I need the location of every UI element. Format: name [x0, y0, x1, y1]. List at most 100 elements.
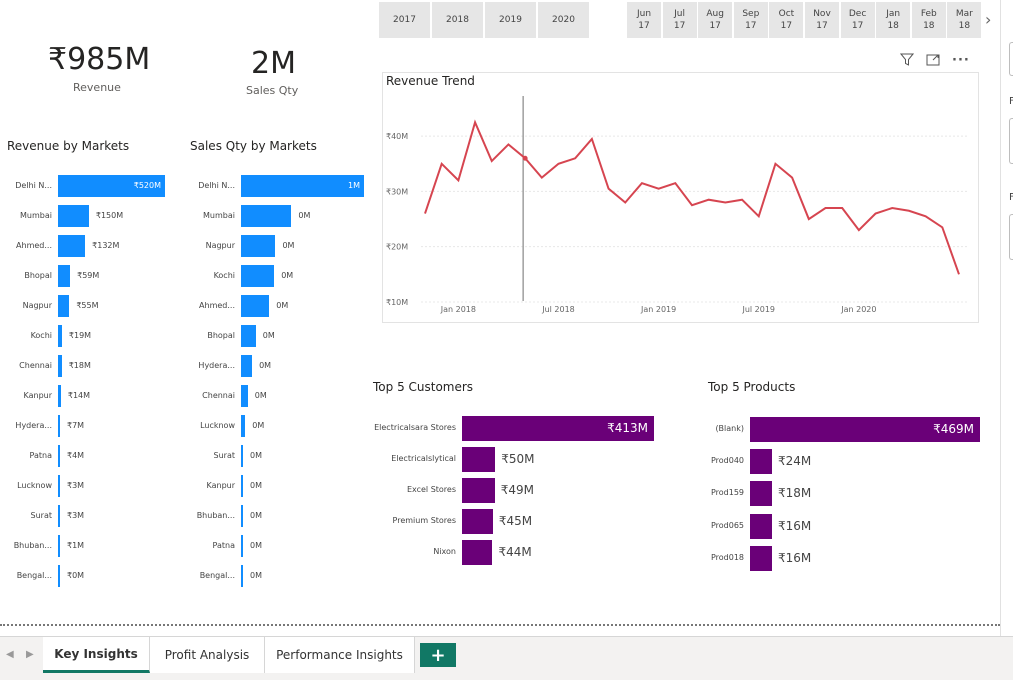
filter-card[interactable] — [1009, 214, 1013, 260]
focus-mode-icon[interactable] — [926, 53, 940, 70]
month-slicer-item[interactable]: Jun 17 — [627, 2, 661, 38]
month-slicer-item[interactable]: Sep 17 — [733, 2, 768, 38]
month-slicer-item[interactable]: Mar 18 — [947, 2, 982, 38]
year-slicer-item[interactable]: 2018 — [432, 2, 483, 38]
month-name: Jan — [886, 9, 901, 19]
tab-performance-insights[interactable]: Performance Insights — [265, 637, 415, 673]
bar[interactable] — [58, 265, 71, 287]
bar-category-label: Bengal... — [199, 571, 235, 580]
bar[interactable] — [58, 415, 60, 437]
bar[interactable] — [462, 447, 496, 472]
bar-category-label: Patna — [29, 451, 52, 460]
bar-data-label: ₹44M — [498, 545, 532, 559]
bar[interactable] — [750, 449, 772, 474]
year-slicer-item[interactable]: 2019 — [485, 2, 536, 38]
bar[interactable] — [241, 505, 243, 527]
bar[interactable] — [58, 205, 89, 227]
bar-data-label: 0M — [262, 331, 275, 340]
bar[interactable] — [241, 295, 270, 317]
filter-label: F — [1009, 96, 1013, 107]
month-slicer-item[interactable]: Jan 18 — [876, 2, 911, 38]
tab-key-insights[interactable]: Key Insights — [43, 637, 150, 673]
bar[interactable] — [58, 355, 62, 377]
bar-category-label: Bhuban... — [196, 511, 235, 520]
page-tab-bar: ◀ ▶ Key Insights Profit Analysis Perform… — [0, 636, 1013, 680]
bar[interactable] — [241, 415, 246, 437]
bar[interactable] — [58, 505, 60, 527]
bar[interactable] — [58, 295, 70, 317]
x-tick-label: Jan 2020 — [840, 305, 876, 314]
month-year: 17 — [638, 21, 650, 31]
add-page-button[interactable]: + — [420, 643, 456, 667]
hover-point[interactable] — [522, 155, 528, 161]
bar-data-label: 0M — [282, 241, 295, 250]
bar[interactable] — [462, 416, 654, 441]
bar[interactable] — [241, 535, 243, 557]
bar-data-label: ₹4M — [67, 451, 85, 460]
month-slicer-item[interactable]: Nov 17 — [805, 2, 839, 38]
year-slicer-item[interactable]: 2020 — [538, 2, 589, 38]
month-name: Nov — [813, 9, 831, 19]
month-name: Oct — [778, 9, 795, 19]
bar[interactable] — [241, 385, 248, 407]
bar[interactable] — [462, 478, 495, 503]
month-name: Sep — [742, 9, 760, 19]
bar[interactable] — [241, 205, 292, 227]
year-slicer-item[interactable]: 2017 — [379, 2, 430, 38]
bar[interactable] — [462, 509, 493, 534]
bar[interactable] — [241, 235, 276, 257]
bar[interactable] — [58, 445, 60, 467]
bar[interactable] — [58, 565, 60, 587]
prev-page-icon[interactable]: ◀ — [6, 649, 14, 660]
month-slicer-item[interactable]: Dec 17 — [840, 2, 875, 38]
bar[interactable] — [750, 481, 772, 506]
bar-data-label: 0M — [276, 301, 289, 310]
bar[interactable] — [58, 175, 165, 197]
bar[interactable] — [58, 235, 86, 257]
slicer-scroll-right-icon[interactable]: › — [985, 10, 992, 29]
bar[interactable] — [241, 325, 256, 347]
month-year: 17 — [851, 21, 864, 31]
bar-category-label: Lucknow — [200, 421, 235, 430]
bar[interactable] — [750, 546, 772, 571]
bar[interactable] — [58, 535, 60, 557]
bar[interactable] — [241, 265, 275, 287]
revenue-trend-line[interactable] — [424, 119, 960, 275]
month-slicer-item[interactable]: Aug 17 — [698, 2, 733, 38]
revenue-trend-plot: ₹10M ₹20M ₹30M ₹40M Jan 2018 Jul 2018 Jan 2019… — [386, 96, 968, 314]
bar[interactable] — [241, 175, 364, 197]
month-year: 17 — [745, 21, 757, 31]
bar[interactable] — [58, 475, 60, 497]
bar[interactable] — [241, 355, 253, 377]
bar-data-label: 0M — [250, 571, 262, 580]
bar[interactable] — [241, 445, 243, 467]
filter-icon[interactable] — [899, 53, 915, 70]
filter-card[interactable] — [1009, 42, 1013, 76]
bar[interactable] — [750, 514, 772, 539]
x-tick-label: Jul 2019 — [741, 305, 775, 314]
month-slicer-item[interactable]: Oct 17 — [769, 2, 804, 38]
month-slicer-item[interactable]: Feb 18 — [911, 2, 946, 38]
bar[interactable] — [58, 385, 61, 407]
report-canvas: 2017 2018 2019 2020 Jun 17 Jul 17 Aug 17 Sep 17 Oct… — [7, 2, 992, 587]
bar[interactable] — [750, 417, 980, 442]
bar-data-label: ₹14M — [67, 391, 91, 400]
bar[interactable] — [58, 325, 62, 347]
bar[interactable] — [241, 475, 243, 497]
tab-profit-analysis[interactable]: Profit Analysis — [150, 637, 265, 673]
month-slicer-item[interactable]: Jul 17 — [662, 2, 697, 38]
more-options-icon[interactable]: ··· — [952, 53, 970, 68]
bar[interactable] — [241, 565, 243, 587]
bar-category-label: Bengal... — [16, 571, 52, 580]
bar-category-label: Bhopal — [207, 331, 235, 340]
filter-card[interactable] — [1009, 118, 1013, 164]
top-products-title: Top 5 Products — [708, 380, 796, 394]
y-tick-label: ₹20M — [386, 243, 408, 252]
bar-category-label: Electricalsara Stores — [374, 423, 456, 432]
filters-pane: F F — [1000, 0, 1013, 680]
next-page-icon[interactable]: ▶ — [26, 649, 34, 660]
x-tick-label: Jul 2018 — [541, 305, 575, 314]
bar-category-label: Bhopal — [24, 271, 52, 280]
revenue-by-markets-title: Revenue by Markets — [7, 139, 130, 153]
bar[interactable] — [462, 540, 493, 565]
